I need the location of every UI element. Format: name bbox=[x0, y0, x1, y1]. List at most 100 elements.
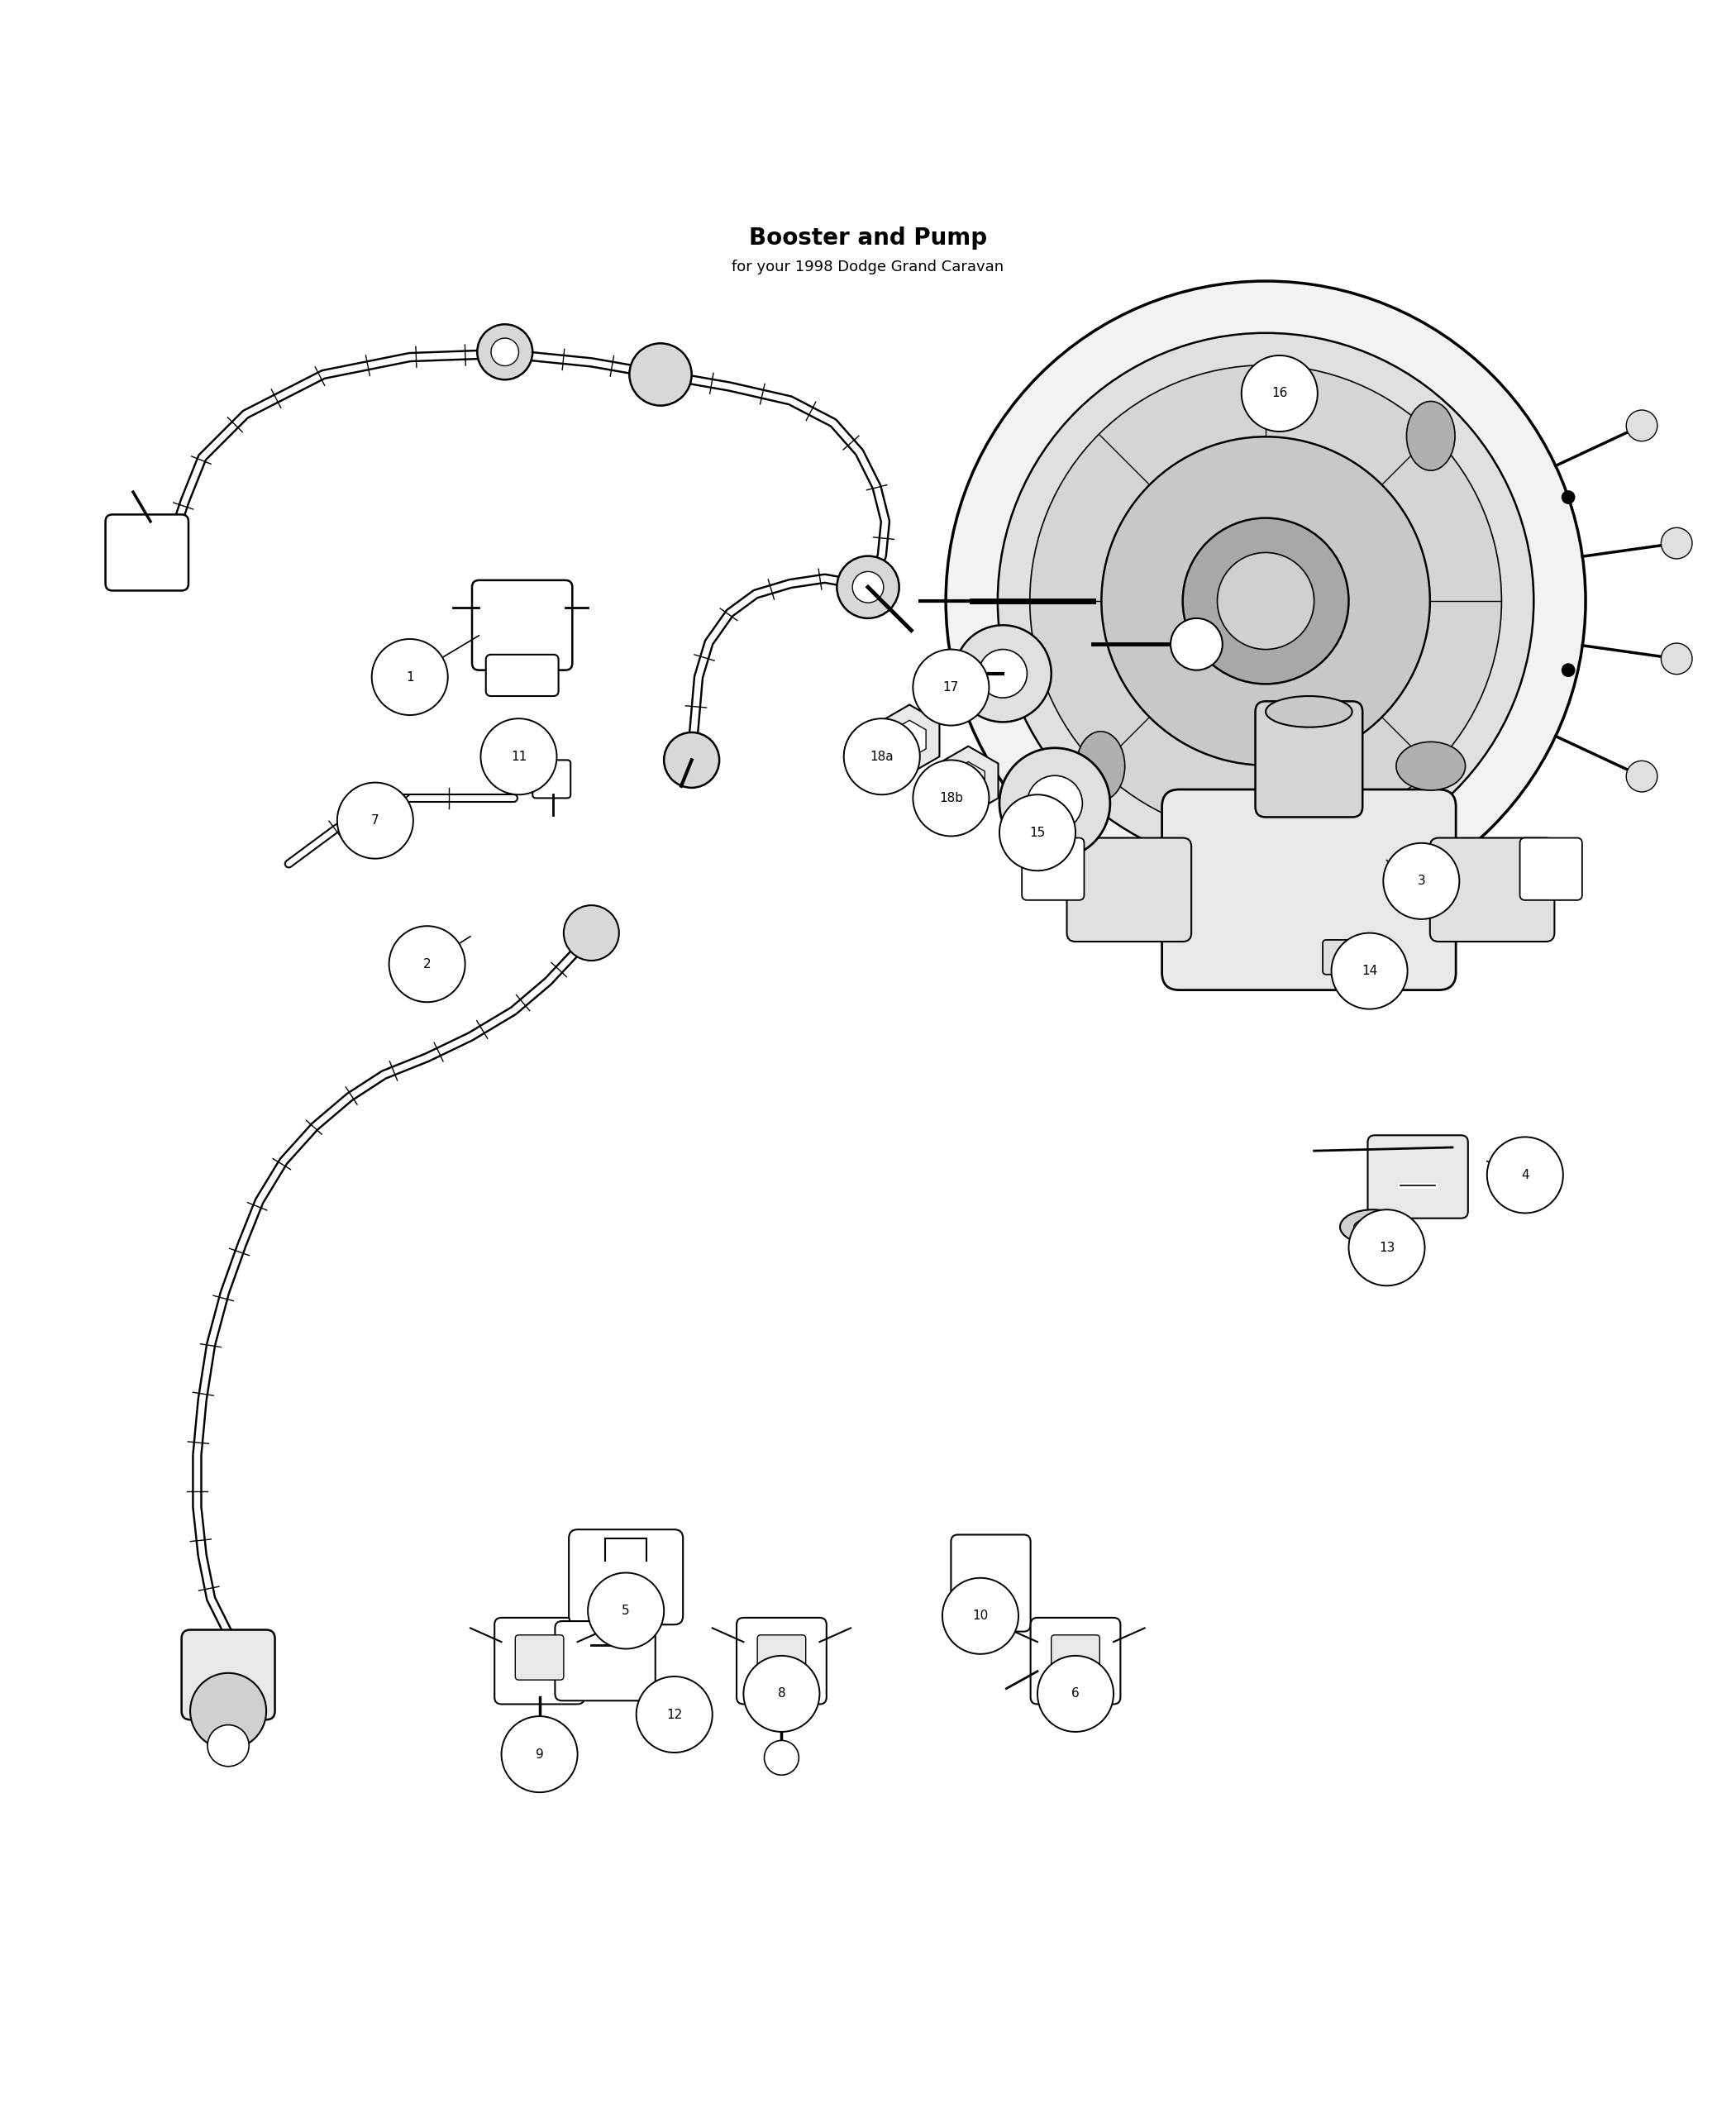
Text: 12: 12 bbox=[667, 1707, 682, 1720]
Circle shape bbox=[913, 649, 990, 725]
Text: 11: 11 bbox=[510, 750, 526, 763]
Text: 3: 3 bbox=[1417, 875, 1425, 887]
Text: 10: 10 bbox=[972, 1611, 988, 1623]
Circle shape bbox=[208, 1724, 248, 1767]
FancyBboxPatch shape bbox=[556, 1621, 654, 1701]
Circle shape bbox=[477, 325, 533, 379]
Ellipse shape bbox=[1266, 696, 1352, 727]
Circle shape bbox=[1029, 365, 1502, 837]
Ellipse shape bbox=[1406, 401, 1455, 470]
Polygon shape bbox=[939, 746, 998, 816]
FancyBboxPatch shape bbox=[533, 761, 571, 799]
FancyBboxPatch shape bbox=[182, 1629, 274, 1720]
Circle shape bbox=[1000, 748, 1109, 858]
FancyBboxPatch shape bbox=[495, 1617, 585, 1703]
Circle shape bbox=[1332, 934, 1408, 1010]
Circle shape bbox=[564, 904, 620, 961]
Circle shape bbox=[743, 1655, 819, 1733]
FancyBboxPatch shape bbox=[569, 1530, 682, 1625]
Text: 18a: 18a bbox=[870, 750, 894, 763]
FancyBboxPatch shape bbox=[106, 514, 189, 590]
Circle shape bbox=[913, 761, 990, 837]
Text: 17: 17 bbox=[943, 681, 958, 694]
Circle shape bbox=[1384, 843, 1460, 919]
Circle shape bbox=[523, 1741, 557, 1775]
Circle shape bbox=[663, 731, 719, 788]
FancyBboxPatch shape bbox=[1430, 837, 1554, 942]
Circle shape bbox=[372, 639, 448, 715]
FancyBboxPatch shape bbox=[1023, 837, 1085, 900]
FancyBboxPatch shape bbox=[486, 656, 559, 696]
Text: 2: 2 bbox=[424, 957, 431, 970]
FancyBboxPatch shape bbox=[472, 580, 573, 670]
FancyBboxPatch shape bbox=[757, 1636, 806, 1680]
Circle shape bbox=[630, 344, 691, 405]
FancyBboxPatch shape bbox=[1052, 1636, 1099, 1680]
Circle shape bbox=[1561, 664, 1575, 677]
Text: 9: 9 bbox=[535, 1748, 543, 1760]
Circle shape bbox=[1170, 618, 1222, 670]
Text: 1: 1 bbox=[406, 670, 413, 683]
Circle shape bbox=[491, 337, 519, 367]
FancyBboxPatch shape bbox=[1368, 1136, 1469, 1218]
Circle shape bbox=[979, 649, 1028, 698]
Circle shape bbox=[389, 925, 465, 1001]
Text: 7: 7 bbox=[372, 814, 378, 826]
Circle shape bbox=[637, 1676, 712, 1752]
Circle shape bbox=[1182, 519, 1349, 683]
Text: Booster and Pump: Booster and Pump bbox=[748, 226, 988, 249]
Text: 14: 14 bbox=[1361, 965, 1377, 978]
Circle shape bbox=[1349, 1210, 1425, 1286]
Circle shape bbox=[481, 719, 557, 795]
Circle shape bbox=[1028, 776, 1083, 831]
Circle shape bbox=[1038, 1655, 1113, 1733]
Text: 16: 16 bbox=[1271, 388, 1288, 401]
Circle shape bbox=[589, 1573, 663, 1648]
Circle shape bbox=[998, 333, 1533, 868]
Text: 6: 6 bbox=[1071, 1689, 1080, 1699]
Circle shape bbox=[1217, 552, 1314, 649]
FancyBboxPatch shape bbox=[516, 1636, 564, 1680]
Circle shape bbox=[1661, 527, 1693, 559]
Circle shape bbox=[1627, 411, 1658, 441]
Circle shape bbox=[943, 1579, 1019, 1655]
Circle shape bbox=[837, 557, 899, 618]
Circle shape bbox=[764, 1741, 799, 1775]
FancyBboxPatch shape bbox=[1161, 790, 1457, 991]
FancyBboxPatch shape bbox=[1255, 702, 1363, 818]
Ellipse shape bbox=[1354, 1218, 1392, 1235]
Circle shape bbox=[946, 280, 1585, 921]
Circle shape bbox=[1561, 491, 1575, 504]
FancyBboxPatch shape bbox=[951, 1535, 1031, 1632]
Circle shape bbox=[844, 719, 920, 795]
FancyBboxPatch shape bbox=[1068, 837, 1191, 942]
Ellipse shape bbox=[1396, 742, 1465, 790]
Circle shape bbox=[955, 626, 1052, 723]
Polygon shape bbox=[951, 761, 984, 799]
Ellipse shape bbox=[1076, 731, 1125, 801]
Text: for your 1998 Dodge Grand Caravan: for your 1998 Dodge Grand Caravan bbox=[733, 259, 1003, 274]
Polygon shape bbox=[880, 704, 939, 774]
Text: 8: 8 bbox=[778, 1689, 785, 1699]
Text: 18b: 18b bbox=[939, 793, 963, 805]
FancyBboxPatch shape bbox=[1521, 837, 1581, 900]
Polygon shape bbox=[892, 721, 925, 759]
Circle shape bbox=[502, 1716, 578, 1792]
Text: 5: 5 bbox=[621, 1604, 630, 1617]
FancyBboxPatch shape bbox=[1031, 1617, 1120, 1703]
Text: 13: 13 bbox=[1378, 1242, 1394, 1254]
Circle shape bbox=[191, 1674, 266, 1750]
Circle shape bbox=[1488, 1136, 1562, 1212]
Ellipse shape bbox=[1340, 1210, 1406, 1244]
Circle shape bbox=[1101, 436, 1430, 765]
Circle shape bbox=[1661, 643, 1693, 675]
FancyBboxPatch shape bbox=[1323, 940, 1361, 974]
Circle shape bbox=[337, 782, 413, 858]
Text: 4: 4 bbox=[1521, 1168, 1529, 1180]
Circle shape bbox=[1241, 356, 1318, 432]
Text: 15: 15 bbox=[1029, 826, 1045, 839]
Circle shape bbox=[1627, 761, 1658, 793]
Circle shape bbox=[1000, 795, 1076, 871]
Circle shape bbox=[852, 571, 884, 603]
FancyBboxPatch shape bbox=[736, 1617, 826, 1703]
